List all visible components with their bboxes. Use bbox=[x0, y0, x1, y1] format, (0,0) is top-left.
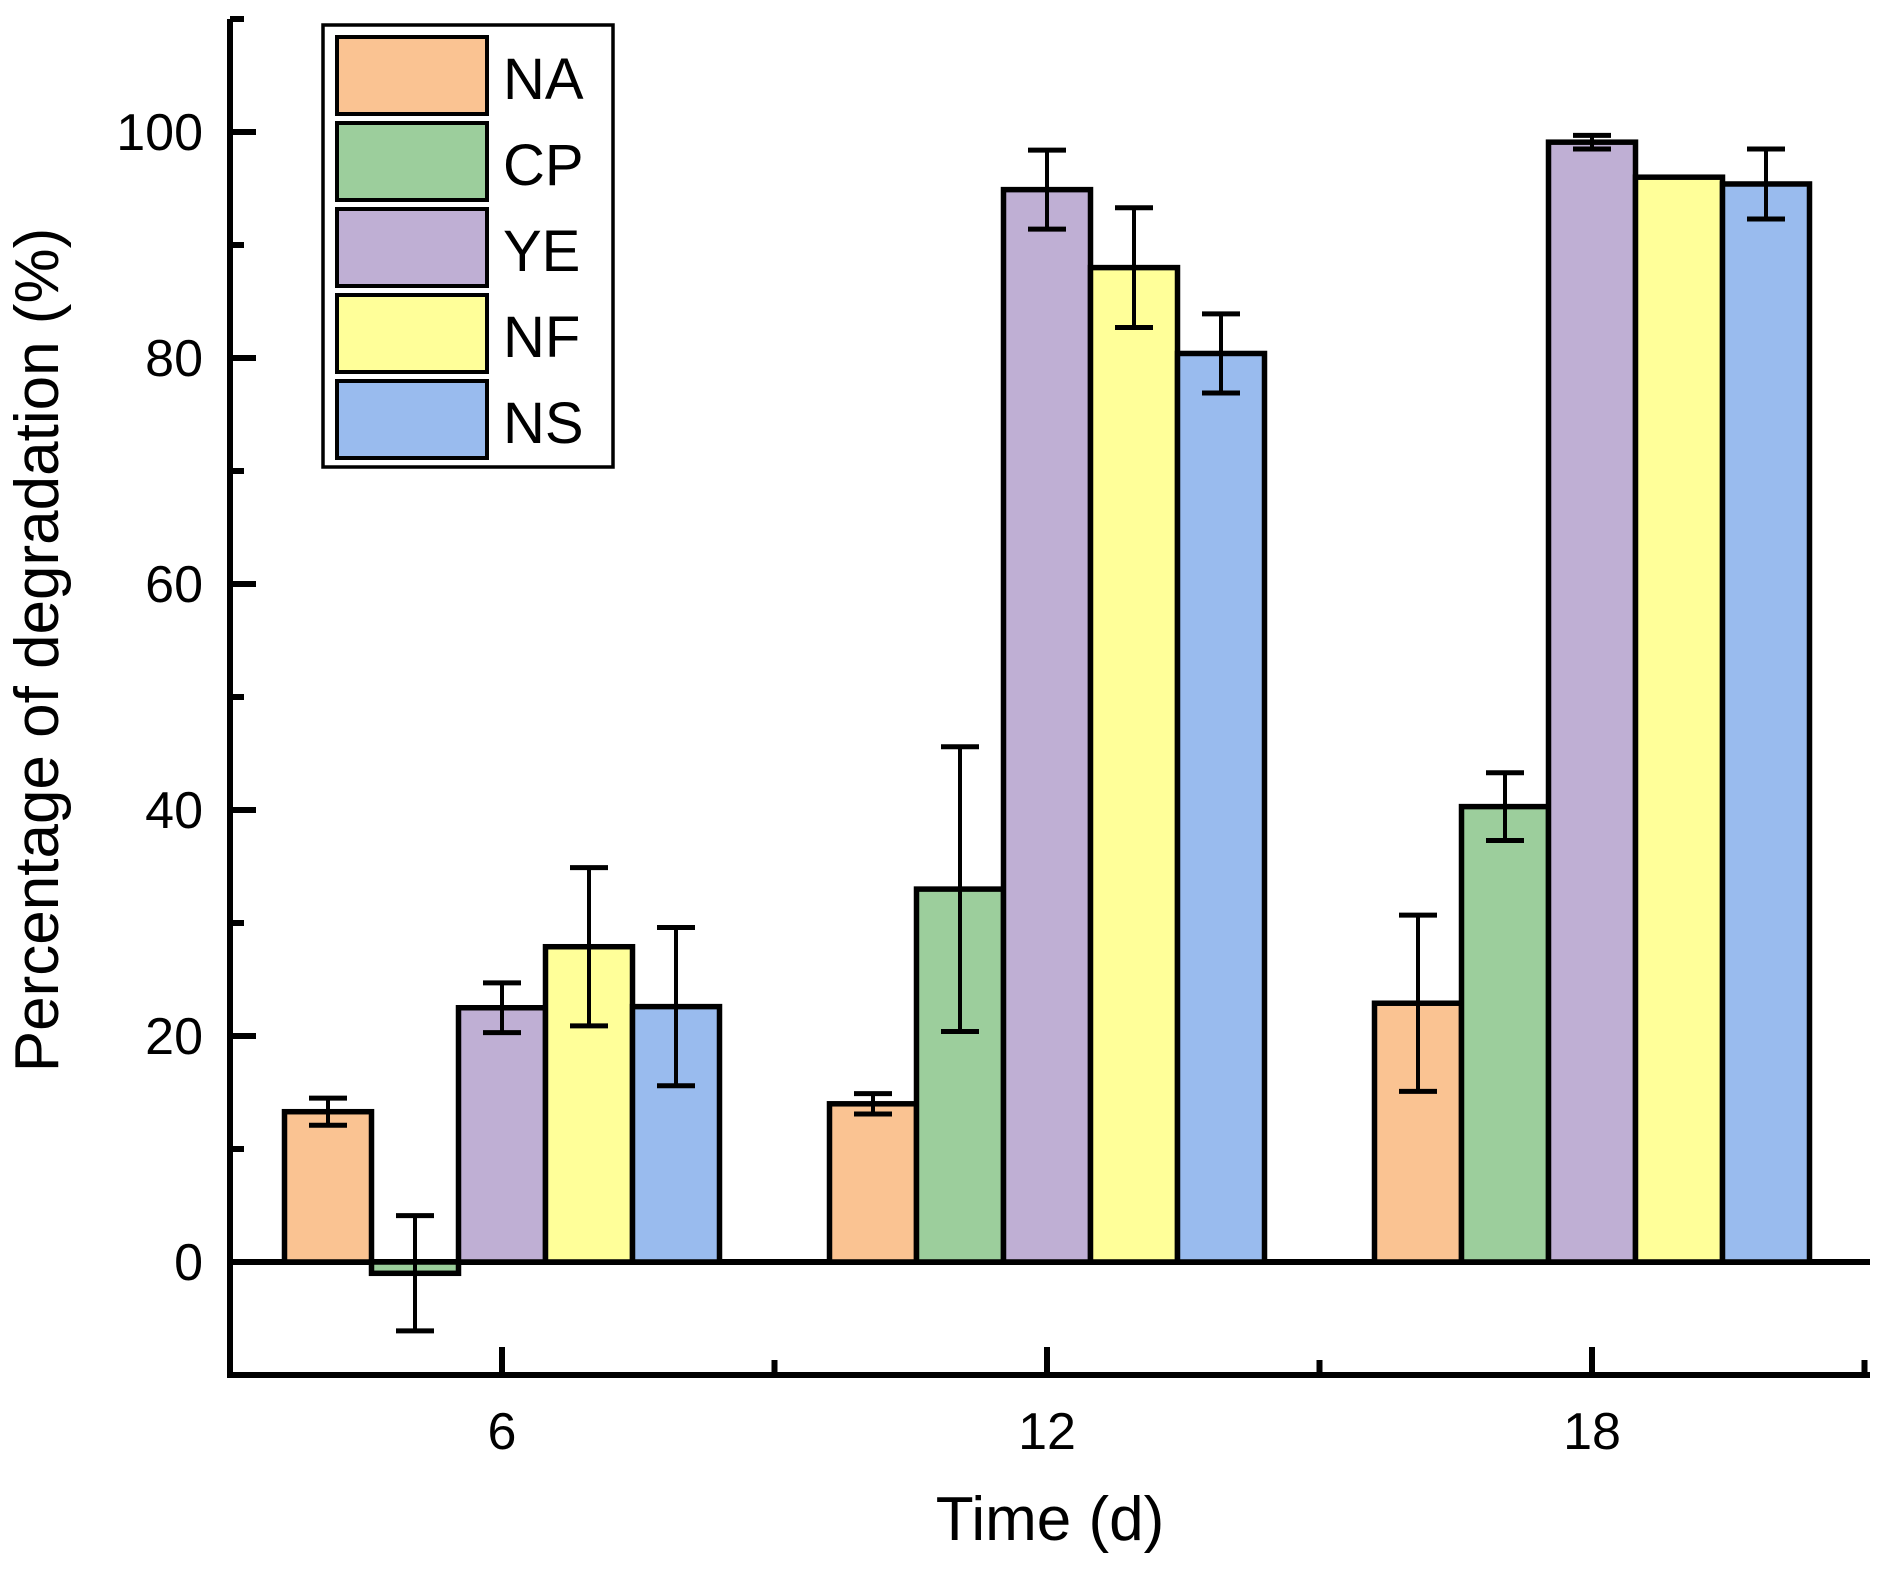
bar-ye-18 bbox=[1545, 139, 1639, 1265]
x-axis-title: Time (d) bbox=[936, 1485, 1164, 1554]
legend-swatch-ye bbox=[335, 207, 489, 288]
bar-ns-18 bbox=[1719, 181, 1813, 1265]
legend-label-ns: NS bbox=[503, 391, 584, 456]
legend-swatch-na bbox=[335, 35, 489, 116]
plot-layer: 0 20 40 60 80 100 6 12 18 NA CP YE NF NS bbox=[116, 16, 1870, 1461]
x-tick-label: 6 bbox=[488, 1403, 517, 1461]
bar-cp-18 bbox=[1458, 803, 1552, 1265]
y-tick-label: 20 bbox=[145, 1008, 203, 1066]
legend-label-cp: CP bbox=[503, 133, 584, 198]
bar-ye-6 bbox=[455, 1005, 549, 1265]
y-axis-title: Percentage of degradation (%) bbox=[3, 228, 72, 1072]
legend-label-ye: YE bbox=[503, 219, 580, 284]
legend-swatch-nf bbox=[335, 293, 489, 374]
y-tick-label: 80 bbox=[145, 330, 203, 388]
y-tick-label: 0 bbox=[174, 1234, 203, 1292]
legend-swatch-ns bbox=[335, 379, 489, 460]
y-tick-label: 60 bbox=[145, 556, 203, 614]
bar-na-12 bbox=[826, 1101, 920, 1265]
y-tick-label: 100 bbox=[116, 104, 203, 162]
x-tick-label: 12 bbox=[1018, 1403, 1076, 1461]
bar-ye-12 bbox=[1000, 186, 1094, 1265]
bar-ns-12 bbox=[1174, 350, 1268, 1265]
legend-label-nf: NF bbox=[503, 305, 580, 370]
y-tick-label: 40 bbox=[145, 782, 203, 840]
bar-na-6 bbox=[281, 1108, 375, 1265]
legend-swatch-cp bbox=[335, 121, 489, 202]
bar-nf-18 bbox=[1632, 174, 1726, 1265]
bar-nf-12 bbox=[1087, 264, 1181, 1265]
x-tick-label: 18 bbox=[1563, 1403, 1621, 1461]
legend-label-na: NA bbox=[503, 47, 584, 112]
